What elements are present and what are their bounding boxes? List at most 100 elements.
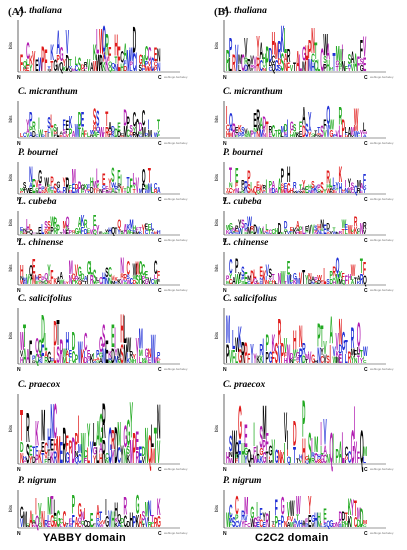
logo-residue-glyph: Y (302, 177, 305, 190)
logo-residue-glyph: M (72, 166, 76, 188)
logo-residue-glyph: C (145, 230, 149, 236)
logo-residue-glyph: G (235, 232, 239, 234)
logo-residue-glyph: D (142, 445, 146, 460)
logo-residue-glyph: F (357, 448, 360, 467)
logo-residue-glyph: M (23, 508, 27, 533)
logo-residue-glyph: S (284, 134, 287, 138)
logo-residue-glyph: V (336, 128, 339, 139)
logo-residue-glyph: I (311, 434, 312, 457)
logo-residue-glyph: D (53, 131, 57, 135)
logo-residue-glyph: E (53, 515, 57, 523)
logo-residue-glyph: T (333, 47, 336, 76)
logo-residue-glyph: W (20, 280, 25, 286)
logo-residue-glyph: K (102, 60, 106, 75)
logo-residue-glyph: G (105, 231, 109, 234)
logo-residue-glyph: Y (26, 117, 29, 133)
logo-residue-glyph: H (130, 509, 134, 532)
logo-residue-glyph: L (317, 56, 320, 75)
logo-residue-glyph: E (93, 213, 96, 231)
logo-residue-glyph: G (250, 502, 254, 522)
logo-residue-glyph: P (81, 191, 85, 193)
logo-residue-glyph: N (317, 230, 321, 236)
logo-residue-glyph: T (41, 451, 44, 467)
logo-residue-glyph: E (284, 131, 287, 135)
logo-residue-glyph: Y (360, 357, 364, 365)
logo-residue-glyph: H (114, 499, 118, 522)
logo-residue-glyph: A (329, 308, 333, 351)
logo-residue-glyph: R (63, 417, 67, 472)
logo-residue-glyph: E (360, 190, 364, 193)
logo-residue-glyph: A (123, 40, 127, 65)
logo-residue-glyph: T (148, 164, 151, 187)
logo-residue-glyph: T (151, 513, 154, 525)
logo-residue-glyph: P (142, 276, 146, 282)
logo-residue-glyph: K (259, 183, 263, 196)
logo-residue-glyph: Y (60, 232, 64, 234)
logo-residue-glyph: M (123, 125, 127, 141)
logo-residue-glyph: M (142, 357, 146, 362)
logo-residue-glyph: G (296, 350, 300, 361)
logo-residue-glyph: A (363, 133, 367, 137)
logo-residue-glyph: I (84, 351, 85, 360)
logo-residue-glyph: M (235, 454, 239, 461)
logo-residue-glyph: G (123, 281, 127, 284)
logo-residue-glyph: S (47, 183, 50, 191)
logo-residue-glyph: P (20, 190, 24, 194)
logo-residue-glyph: P (35, 453, 38, 466)
logo-residue-glyph: L (87, 132, 90, 139)
logo-residue-glyph: K (69, 112, 73, 132)
logo-residue-glyph: I (363, 356, 365, 362)
logo-residue-glyph: K (259, 454, 263, 466)
logo-residue-glyph: E (284, 183, 288, 191)
logo-residue-glyph: D (84, 357, 88, 366)
logo-residue-glyph: F (117, 166, 120, 188)
logo-residue-glyph: E (157, 278, 160, 282)
logo-residue-glyph: G (75, 228, 79, 236)
logo-residue-glyph: Y (90, 435, 93, 470)
logo-residue-glyph: D (127, 521, 131, 530)
logo-residue-glyph: E (363, 53, 366, 75)
logo-residue-glyph: S (53, 182, 56, 197)
logo-residue-glyph: K (256, 353, 260, 366)
logo-residue-glyph: L (151, 524, 154, 528)
logo-residue-glyph: M (247, 274, 251, 282)
sequence-logo: bitsNCweblogo.berkeley.eduVCMNQANHLQIGTV… (8, 490, 188, 536)
logo-residue-glyph: T (314, 38, 317, 64)
logo-residue-glyph: R (287, 45, 291, 66)
n-terminus-label: N (17, 467, 21, 472)
logo-residue-glyph: S (275, 339, 278, 370)
logo-residue-glyph: S (336, 231, 340, 235)
logo-residue-glyph: V (299, 269, 302, 288)
logo-residue-glyph: F (360, 34, 363, 63)
logo-residue-glyph: N (290, 359, 294, 365)
logo-residue-glyph: M (63, 357, 67, 365)
logo-residue-glyph: G (50, 511, 54, 531)
logo-residue-glyph: L (229, 55, 232, 76)
logo-residue-glyph: V (284, 405, 287, 451)
logo-residue-glyph: A (26, 345, 30, 368)
logo-residue-glyph: S (102, 317, 105, 353)
logo-residue-glyph: Q (326, 102, 330, 131)
logo-residue-glyph: E (308, 512, 311, 531)
logo-residue-glyph: D (90, 187, 94, 196)
logo-residue-glyph: H (308, 184, 312, 192)
logo-residue-glyph: C (247, 280, 251, 286)
logo-residue-glyph: Q (35, 512, 39, 531)
logo-residue-glyph: I (287, 426, 288, 457)
logo-residue-glyph: F (323, 118, 326, 134)
logo-residue-glyph: R (75, 276, 79, 282)
logo-residue-glyph: Q (111, 225, 115, 236)
weblogo-credit: weblogo.berkeley.edu (164, 467, 188, 471)
weblogo-credit: weblogo.berkeley.edu (370, 238, 394, 242)
logo-residue-glyph: A (259, 37, 263, 65)
logo-residue-glyph: G (259, 280, 263, 286)
logo-residue-glyph: P (127, 113, 130, 132)
logo-residue-glyph: N (108, 275, 112, 286)
logo-residue-glyph: N (105, 459, 109, 465)
logo-residue-glyph: T (275, 128, 278, 139)
logo-residue-glyph: I (105, 494, 106, 520)
logo-residue-glyph: G (263, 448, 267, 467)
logo-residue-glyph: N (23, 68, 27, 72)
logo-residue-glyph: P (238, 279, 241, 286)
logo-residue-glyph: W (299, 190, 304, 193)
